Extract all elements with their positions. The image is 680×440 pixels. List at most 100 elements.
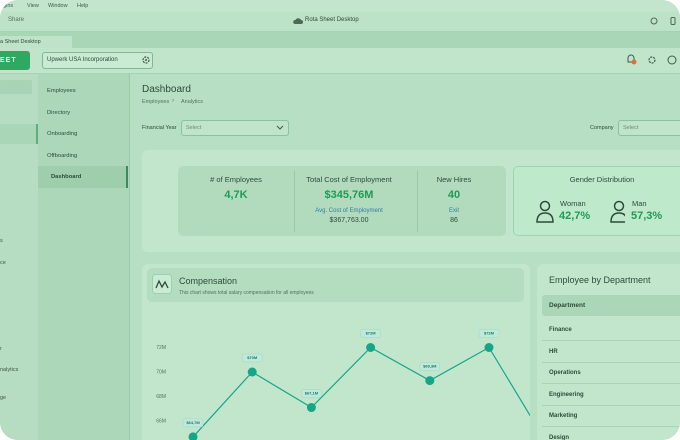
- y-tick-label: 72M: [156, 345, 166, 351]
- company-filter-select[interactable]: [618, 120, 680, 136]
- menu-bar: [0, 0, 680, 12]
- menu-item[interactable]: ugins: [0, 3, 14, 9]
- sidebar-item[interactable]: Dashboard: [51, 174, 82, 180]
- tab[interactable]: [0, 36, 72, 48]
- value-label: $72M: [484, 331, 495, 336]
- filter-label: Financial Year: [142, 125, 177, 131]
- gender-card: [513, 166, 680, 236]
- breadcrumb-item: Analytics: [181, 99, 204, 105]
- gender-label: Man: [632, 199, 647, 208]
- data-point: [188, 432, 198, 440]
- left-rail-search: [0, 80, 32, 94]
- settings-icon[interactable]: [141, 55, 151, 65]
- filter-label: Company: [590, 125, 614, 131]
- panel-title: Employee by Department: [549, 275, 651, 285]
- y-tick-label: 68M: [156, 394, 166, 400]
- y-tick-label: 66M: [156, 418, 166, 424]
- sidebar-active: [38, 166, 128, 188]
- gender-value: 57,3%: [631, 210, 663, 222]
- value-label: $72M: [366, 331, 377, 336]
- value-label: $69,3M: [423, 364, 437, 369]
- sidebar-item[interactable]: Offboarding: [47, 152, 78, 159]
- tab-title: a Sheet Desktop: [0, 39, 41, 45]
- gender-icons: [536, 200, 625, 223]
- company-name: Upwerk USA Incorporation: [47, 57, 118, 63]
- title-bar: [0, 12, 680, 32]
- menu-item[interactable]: Window: [48, 3, 68, 9]
- divider: [294, 170, 295, 232]
- kpi-label: New Hires: [436, 175, 472, 184]
- title-icons: [650, 17, 676, 25]
- value-label-bg: [478, 329, 500, 338]
- chart-icon: [152, 274, 172, 294]
- value-label-bg: [360, 329, 381, 338]
- left-rail-item[interactable]: nalytics: [0, 367, 19, 373]
- chart-header: [147, 268, 524, 302]
- kpi-label: # of Employees: [210, 175, 262, 184]
- page-title: Dashboard: [142, 84, 191, 95]
- share-button[interactable]: Share: [8, 17, 25, 23]
- breadcrumb-item[interactable]: Employees: [142, 99, 170, 105]
- table-row-text: Marketing: [549, 413, 578, 419]
- value-label-bg: [301, 389, 322, 398]
- kpi-value: 4,7K: [224, 189, 248, 201]
- left-rail-item[interactable]: ce: [0, 260, 6, 266]
- gender-label: Woman: [560, 199, 586, 208]
- company-select[interactable]: [42, 52, 153, 69]
- financial-year-select[interactable]: [181, 120, 289, 136]
- kpi-value: 40: [447, 189, 461, 201]
- sidebar: [38, 74, 130, 440]
- table-row-divider: [542, 361, 680, 363]
- value-label-bg: [182, 418, 204, 428]
- table-row-divider: [542, 340, 680, 341]
- tab-row: [0, 32, 680, 48]
- table-header: [542, 295, 680, 316]
- logo: [0, 51, 30, 70]
- table-row-divider: [542, 383, 680, 384]
- value-label-bg: [419, 362, 441, 371]
- value-label: $64,7M: [186, 420, 200, 425]
- left-rail-item[interactable]: r: [0, 346, 2, 352]
- sidebar-item[interactable]: Onboarding: [47, 131, 78, 137]
- gender-title: Gender Distribution: [569, 175, 635, 184]
- data-point: [425, 376, 435, 386]
- sidebar-item[interactable]: Directory: [47, 109, 71, 116]
- menu-item[interactable]: View: [27, 3, 39, 9]
- data-point: [366, 343, 376, 352]
- select-placeholder: Select: [186, 125, 202, 131]
- table-row-divider: [542, 426, 680, 427]
- data-point: [484, 343, 494, 352]
- value-label: $67,1M: [305, 391, 319, 396]
- select-placeholder: Select: [623, 125, 639, 131]
- kpi-sub-label: Exit: [448, 208, 460, 214]
- table-header-text: Department: [549, 302, 586, 309]
- table-row-divider: [542, 404, 680, 406]
- kpi-sub-value: $367,763.00: [329, 217, 369, 224]
- table-row-text: HR: [549, 348, 558, 355]
- left-rail-active: [0, 124, 38, 144]
- kpi-card: [178, 166, 506, 236]
- data-point: [306, 403, 316, 413]
- divider: [417, 170, 418, 232]
- kpi-value: $345,76M: [324, 189, 374, 201]
- left-rail-item[interactable]: s: [0, 238, 3, 244]
- line-chart: 66M 68M 70M 72M $64,7M $70M $67,1M $72M $69,3M $7…: [156, 329, 530, 440]
- kpi-label: Total Cost of Employment: [306, 175, 392, 184]
- table-row-text: Design: [549, 434, 570, 440]
- chevron: [276, 125, 284, 130]
- left-rail-item[interactable]: ge: [0, 395, 7, 401]
- kpi-sub-value: 86: [450, 217, 458, 224]
- chart-title: Compensation: [179, 276, 238, 286]
- app-title: Rota Sheet Desktop: [305, 17, 359, 23]
- value-label-bg: [241, 353, 263, 363]
- department-panel: [537, 264, 680, 440]
- data-point: [247, 367, 257, 377]
- table-row-text: Engineering: [549, 391, 584, 398]
- chart-subtitle: This chart shows total salary compensati…: [179, 290, 314, 296]
- sidebar-item[interactable]: Employees: [47, 88, 76, 94]
- header-icons: [627, 54, 677, 65]
- kpi-sub-label: Avg. Cost of Employment: [315, 208, 383, 214]
- breadcrumb-separator: ›: [172, 98, 174, 104]
- menu-item[interactable]: Help: [77, 3, 89, 9]
